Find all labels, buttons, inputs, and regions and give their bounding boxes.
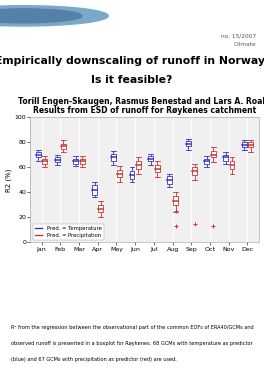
Bar xyxy=(136,161,141,169)
Bar xyxy=(42,159,47,164)
Bar xyxy=(192,167,197,175)
Bar xyxy=(92,185,97,195)
Bar xyxy=(211,151,216,157)
Text: Torill Engen-Skaugen, Rasmus Benestad and Lars A. Roald: Torill Engen-Skaugen, Rasmus Benestad an… xyxy=(18,97,264,106)
Bar xyxy=(117,170,122,178)
Bar xyxy=(111,154,116,161)
Bar xyxy=(73,159,78,164)
Circle shape xyxy=(0,9,82,23)
Text: Is it feasible?: Is it feasible? xyxy=(91,75,173,85)
Bar xyxy=(223,155,228,161)
Text: no. 15/2007: no. 15/2007 xyxy=(221,33,256,38)
Text: (blue) and 67 GCMs with precipitation as predictor (red) are used.: (blue) and 67 GCMs with precipitation as… xyxy=(11,357,176,362)
Bar xyxy=(204,159,209,164)
Bar xyxy=(55,157,60,163)
Bar xyxy=(130,171,134,179)
Text: report: report xyxy=(172,9,216,22)
Text: observed runoff is presented in a boxplot for Røykenes. 68 GCMs with temperature: observed runoff is presented in a boxplo… xyxy=(11,341,252,346)
Bar xyxy=(229,161,234,169)
Text: R² from the regression between the observational part of the common EOFs of ERA4: R² from the regression between the obser… xyxy=(11,325,253,330)
Y-axis label: R2 (%): R2 (%) xyxy=(5,168,12,192)
Bar xyxy=(61,144,66,149)
Circle shape xyxy=(0,6,108,26)
Text: Climate: Climate xyxy=(233,42,256,47)
Bar xyxy=(167,176,172,184)
Bar xyxy=(242,142,247,147)
Bar xyxy=(98,205,103,213)
Text: Empirically downscaling of runoff in Norway;: Empirically downscaling of runoff in Nor… xyxy=(0,56,264,66)
Legend: Pred. = Temperature, Pred. = Precipitation: Pred. = Temperature, Pred. = Precipitati… xyxy=(33,224,104,240)
Bar xyxy=(248,142,253,147)
Bar xyxy=(155,165,159,172)
Bar xyxy=(148,156,153,161)
Text: met.no: met.no xyxy=(111,10,152,20)
Title: Results from ESD of runoff for Røykenes catchment: Results from ESD of runoff for Røykenes … xyxy=(33,106,256,115)
Bar xyxy=(186,141,191,146)
Bar xyxy=(36,153,41,157)
Bar xyxy=(80,159,85,164)
Bar xyxy=(173,196,178,205)
